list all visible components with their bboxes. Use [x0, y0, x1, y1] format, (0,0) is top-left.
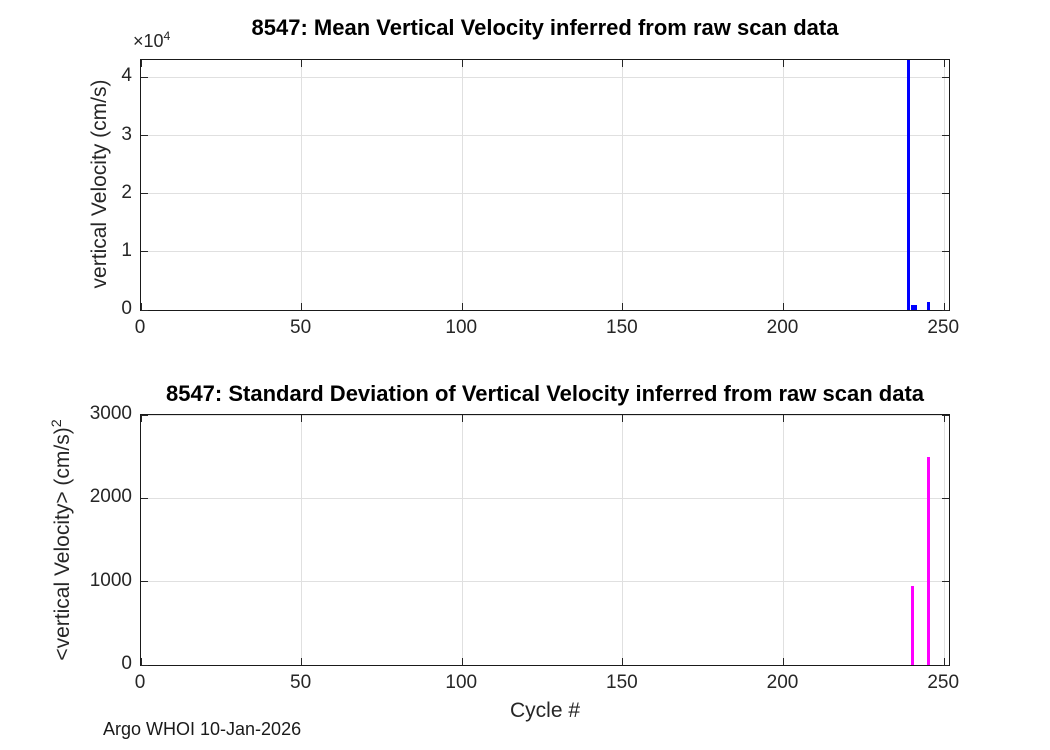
y-tick-mark	[942, 135, 949, 137]
top-chart-title: 8547: Mean Vertical Velocity inferred fr…	[251, 15, 839, 40]
y-tick-mark	[942, 76, 949, 78]
x-tick-mark	[140, 658, 142, 665]
x-tick-mark	[140, 303, 142, 310]
x-tick-mark	[783, 415, 785, 422]
x-tick-mark	[301, 303, 303, 310]
vertical-gridline	[943, 60, 945, 310]
x-tick-mark	[461, 415, 463, 422]
x-tick-mark	[301, 415, 303, 422]
x-tick-label: 250	[927, 317, 960, 338]
vertical-gridline	[783, 60, 785, 310]
x-tick-mark	[943, 303, 945, 310]
bottom-chart-title: 8547: Standard Deviation of Vertical Vel…	[165, 381, 925, 406]
y-tick-mark	[141, 414, 148, 416]
x-tick-mark	[461, 658, 463, 665]
y-tick-mark	[942, 309, 949, 311]
x-tick-label: 200	[766, 672, 799, 693]
x-tick-mark	[140, 415, 142, 422]
y-tick-mark	[141, 135, 148, 137]
y-tick-mark	[141, 497, 148, 499]
x-tick-mark	[943, 658, 945, 665]
x-tick-label: 250	[927, 672, 960, 693]
y-tick-mark	[141, 581, 148, 583]
x-tick-mark	[622, 60, 624, 67]
x-tick-mark	[943, 415, 945, 422]
y-tick-label: 0	[121, 653, 132, 674]
data-bar	[913, 305, 917, 310]
vertical-gridline	[622, 60, 624, 310]
y-tick-label: 2000	[89, 486, 132, 508]
y-tick-label: 2	[121, 181, 132, 203]
x-tick-mark	[622, 415, 624, 422]
x-tick-mark	[140, 60, 142, 67]
x-tick-label: 0	[134, 317, 146, 338]
y-tick-mark	[942, 193, 949, 195]
vertical-gridline	[622, 415, 624, 665]
horizontal-gridline	[141, 497, 949, 499]
x-tick-mark	[301, 60, 303, 67]
horizontal-gridline	[141, 193, 949, 195]
x-tick-label: 150	[606, 317, 638, 338]
y-tick-label: 1000	[89, 569, 132, 591]
x-tick-mark	[622, 303, 624, 310]
x-tick-mark	[943, 60, 945, 67]
data-bar	[926, 456, 930, 665]
vertical-gridline	[301, 60, 303, 310]
y-tick-mark	[141, 309, 148, 311]
bottom-y-axis-label: <vertical Velocity> (cm/s)2	[49, 419, 74, 661]
y-axis-exponent: ×104	[133, 29, 170, 52]
y-tick-mark	[141, 76, 148, 78]
bottom-plot-area	[140, 414, 950, 666]
y-tick-label: 4	[121, 65, 132, 87]
footer-watermark: Argo WHOI 10-Jan-2026	[103, 719, 302, 739]
vertical-gridline	[783, 415, 785, 665]
y-tick-mark	[141, 664, 148, 666]
exponent-power: 4	[163, 29, 171, 43]
y-tick-mark	[942, 664, 949, 666]
data-bar	[907, 60, 911, 310]
y-tick-label: 0	[121, 298, 132, 319]
y-tick-mark	[942, 497, 949, 499]
y-tick-label: 3000	[89, 403, 132, 424]
y-tick-mark	[141, 193, 148, 195]
horizontal-gridline	[141, 581, 949, 583]
top-plot-area	[140, 59, 950, 311]
horizontal-gridline	[141, 251, 949, 253]
horizontal-gridline	[141, 76, 949, 78]
data-bar	[910, 585, 914, 665]
data-bar	[910, 305, 914, 310]
horizontal-gridline	[141, 135, 949, 137]
x-tick-label: 100	[445, 317, 478, 338]
y-tick-mark	[942, 251, 949, 253]
x-tick-mark	[461, 303, 463, 310]
x-axis-label: Cycle #	[509, 699, 581, 722]
exponent-base: ×10	[133, 31, 164, 51]
horizontal-gridline	[141, 414, 949, 416]
y-tick-mark	[942, 414, 949, 416]
x-tick-label: 50	[290, 317, 312, 338]
x-tick-label: 50	[290, 672, 312, 693]
vertical-gridline	[943, 415, 945, 665]
x-tick-mark	[301, 658, 303, 665]
vertical-gridline	[461, 415, 463, 665]
x-tick-mark	[783, 60, 785, 67]
x-tick-mark	[461, 60, 463, 67]
vertical-gridline	[301, 415, 303, 665]
x-tick-label: 200	[766, 317, 799, 338]
x-tick-label: 150	[606, 672, 638, 693]
x-tick-label: 100	[445, 672, 478, 693]
y-tick-mark	[141, 251, 148, 253]
y-tick-label: 1	[121, 239, 132, 261]
x-tick-mark	[783, 303, 785, 310]
y-tick-label: 3	[121, 123, 132, 145]
x-tick-label: 0	[134, 672, 146, 693]
vertical-gridline	[461, 60, 463, 310]
x-tick-mark	[783, 658, 785, 665]
x-tick-mark	[622, 658, 624, 665]
y-tick-mark	[942, 581, 949, 583]
data-bar	[926, 301, 930, 310]
